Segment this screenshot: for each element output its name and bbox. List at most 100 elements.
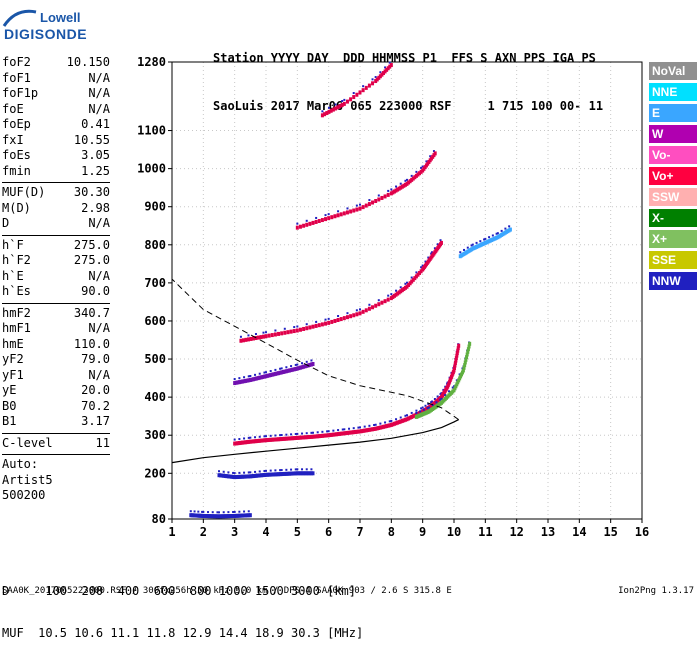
trace-point xyxy=(394,421,398,426)
trace-point xyxy=(264,438,268,443)
trace-point xyxy=(296,432,299,435)
trace-point xyxy=(392,421,396,426)
trace-point xyxy=(239,379,243,384)
trace-point xyxy=(285,433,288,436)
param-key: foF1 xyxy=(2,70,31,85)
trace-point xyxy=(309,434,313,439)
param-key: B0 xyxy=(2,398,17,413)
x-tick-label: 6 xyxy=(325,525,332,539)
trace-f2-x-trace xyxy=(414,341,472,419)
trace-point xyxy=(305,432,308,435)
trace-point xyxy=(201,510,204,513)
trace-point xyxy=(302,471,306,476)
trace-point xyxy=(273,437,277,442)
trace-point xyxy=(247,474,251,479)
trace-point xyxy=(254,373,257,376)
trace-point xyxy=(368,199,371,202)
trace-point xyxy=(258,372,261,375)
trace-point xyxy=(283,471,287,476)
trace-point xyxy=(255,439,259,444)
trace-point xyxy=(248,439,252,444)
trace-point xyxy=(236,380,240,385)
trace-point xyxy=(327,433,331,438)
trace-point xyxy=(380,300,384,305)
trace-point xyxy=(430,252,433,255)
trace-point xyxy=(238,377,241,380)
trace-f2-second-hop xyxy=(239,239,443,343)
trace-point xyxy=(410,174,413,177)
trace-point xyxy=(296,222,299,225)
trace-point xyxy=(275,472,279,477)
trace-point xyxy=(239,338,243,343)
trace-point xyxy=(391,422,395,427)
trace-point xyxy=(233,510,236,513)
trace-point xyxy=(226,514,230,519)
trace-point xyxy=(453,361,457,366)
trace-point xyxy=(292,329,296,334)
trace-point xyxy=(301,468,304,471)
legend-noval: NoVal xyxy=(649,62,697,80)
trace-point xyxy=(355,207,359,212)
x-tick-label: 15 xyxy=(603,525,617,539)
header-line-2: SaoLuis 2017 Mar06 065 223000 RSF 1 715 … xyxy=(213,99,604,113)
trace-point xyxy=(315,216,318,219)
trace-point xyxy=(261,334,265,339)
trace-point xyxy=(243,437,246,440)
trace-point xyxy=(288,471,291,476)
trace-point xyxy=(352,95,356,100)
trace-point xyxy=(402,183,406,188)
trace-point xyxy=(232,510,235,513)
trace-point xyxy=(346,312,349,315)
param-row-fmin: fmin 1.25 xyxy=(2,164,110,180)
trace-point xyxy=(411,277,415,282)
trace-point xyxy=(248,513,252,518)
trace-point xyxy=(404,179,407,182)
ionogram-chart: 1 2 3 4 5 6 7 8 9 10 11 12 13 14 15 1680200300400500600… xyxy=(137,55,649,539)
param-value: 275.0 xyxy=(73,253,110,267)
parameter-panel: foF2 10.150 foF1 N/A foF1p N/A foE N/A foEp 0.41 f… xyxy=(2,55,110,504)
trace-point xyxy=(292,367,296,372)
trace-point xyxy=(222,511,225,514)
trace-point xyxy=(273,472,277,477)
x-tick-label: 14 xyxy=(572,525,586,539)
trace-point xyxy=(259,438,263,443)
trace-point xyxy=(385,67,389,72)
param-value: N/A xyxy=(88,70,110,85)
trace-point xyxy=(277,331,281,336)
trace-point xyxy=(439,398,442,401)
trace-point xyxy=(312,431,314,434)
trace-point xyxy=(209,514,213,519)
trace-point xyxy=(415,271,418,274)
trace-point xyxy=(233,475,237,480)
param-row-b0: B0 70.2 xyxy=(2,399,110,415)
y-tick-label: 300 xyxy=(144,428,166,442)
trace-point xyxy=(352,427,355,430)
param-separator xyxy=(2,432,110,434)
trace-point xyxy=(250,474,254,479)
trace-point xyxy=(283,369,287,374)
software-version: Ion2Png 1.3.17 xyxy=(618,586,694,596)
trace-point xyxy=(361,309,365,314)
param-row-foep: foEp 0.41 xyxy=(2,117,110,133)
trace-point xyxy=(317,434,321,439)
trace-point xyxy=(339,431,343,436)
trace-point xyxy=(342,211,346,216)
trace-point xyxy=(305,323,308,326)
trace-point xyxy=(231,474,235,479)
trace-point xyxy=(238,471,241,474)
trace-point xyxy=(371,305,375,310)
trace-point xyxy=(272,372,276,377)
trace-point xyxy=(274,368,277,371)
trace-point xyxy=(399,182,402,185)
trace-point xyxy=(387,189,390,192)
trace-point xyxy=(306,435,310,440)
trace-point xyxy=(342,316,346,321)
trace-point xyxy=(464,357,468,362)
trace-point xyxy=(297,435,301,440)
x-tick-label: 7 xyxy=(356,525,363,539)
param-value: 3.17 xyxy=(81,414,110,428)
param-row-d: D N/A xyxy=(2,216,110,232)
trace-point xyxy=(349,97,353,102)
param-key: yF1 xyxy=(2,367,24,382)
y-tick-label: 80 xyxy=(152,512,166,526)
